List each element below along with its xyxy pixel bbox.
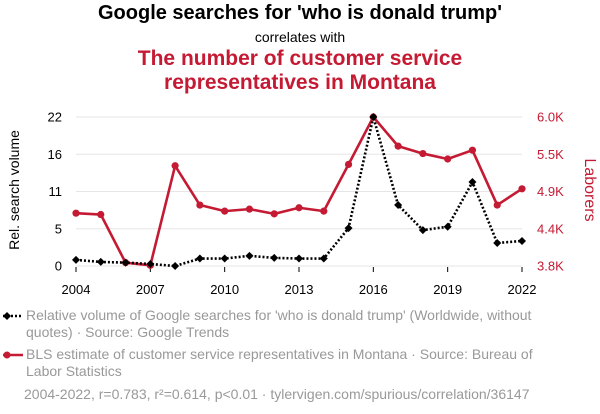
y-tick-label-left: 11 <box>49 184 63 199</box>
legend-marker-search <box>3 312 23 320</box>
y-tick-label-right: 5.5K <box>537 147 564 162</box>
chart-subtitle: correlates with <box>254 29 346 45</box>
x-tick-label: 2013 <box>285 282 314 297</box>
search-point <box>518 236 526 245</box>
legend-label-search: Relative volume of Google searches for '… <box>26 307 532 340</box>
right-axis: 3.8K 4.4K 4.9K 5.5K 6.0K <box>537 110 564 274</box>
chart-title-secondary: The number of customer service represent… <box>0 47 600 95</box>
y-tick-label-right: 3.8K <box>537 259 564 274</box>
chart-title-secondary-line1: The number of customer service <box>137 47 463 70</box>
search-point <box>394 201 403 210</box>
search-point <box>319 254 328 263</box>
y-tick-label-right: 6.0K <box>537 110 564 125</box>
x-tick-label: 2004 <box>62 282 91 297</box>
search-point <box>369 113 378 121</box>
labor-point <box>97 210 105 219</box>
x-tick-label: 2022 <box>508 282 537 297</box>
labor-point <box>493 201 501 209</box>
x-tick-label: 2010 <box>210 282 239 297</box>
labor-point <box>444 155 452 163</box>
legend-marker-labor <box>3 351 23 359</box>
search-point <box>418 226 427 235</box>
y-tick-label-right: 4.9K <box>537 184 564 199</box>
labor-point <box>245 205 254 213</box>
y-tick-label-left: 0 <box>55 259 62 274</box>
labor-point <box>72 209 80 217</box>
search-point <box>245 251 254 260</box>
search-point <box>195 254 204 263</box>
y-axis-label-left: Rel. search volume <box>6 130 22 250</box>
x-tick-label: 2019 <box>433 282 462 297</box>
labor-point <box>468 146 477 154</box>
x-tick-label: 2007 <box>136 282 165 297</box>
labor-point <box>394 142 402 150</box>
x-tick-label: 2016 <box>359 282 388 297</box>
search-point <box>96 257 105 266</box>
labor-point <box>221 207 229 215</box>
search-point <box>220 254 229 263</box>
footer-stats: 2004-2022, r=0.783, r²=0.614, p<0.01 · t… <box>24 386 530 402</box>
y-tick-label-right: 4.4K <box>537 221 564 236</box>
grid-lines <box>76 116 522 267</box>
search-point <box>443 222 452 231</box>
labor-point <box>320 207 328 215</box>
y-tick-label-left: 22 <box>48 110 62 125</box>
x-axis: 2004 2007 2010 2013 2016 2019 2022 <box>62 267 537 297</box>
labor-point <box>518 185 526 193</box>
search-point <box>146 259 155 268</box>
y-tick-label-left: 5 <box>55 221 62 236</box>
search-point <box>468 178 477 187</box>
legend-label-labor: BLS estimate of customer service represe… <box>26 346 533 379</box>
search-point <box>295 254 303 263</box>
y-tick-label-left: 16 <box>48 147 62 162</box>
search-point <box>344 224 353 233</box>
chart-title: Google searches for 'who is donald trump… <box>97 2 502 24</box>
search-point <box>171 262 180 270</box>
labor-point <box>270 210 278 218</box>
labor-point <box>295 204 303 212</box>
labor-point <box>419 149 427 158</box>
series-search-line <box>72 113 526 270</box>
search-point <box>72 255 80 264</box>
labor-point <box>344 160 353 169</box>
labor-point <box>196 201 204 209</box>
chart-title-secondary-line2: representatives in Montana <box>164 71 436 94</box>
left-axis: 0 5 11 16 22 <box>48 110 62 274</box>
labor-point <box>171 162 179 170</box>
search-point <box>493 238 502 247</box>
search-point <box>270 253 279 262</box>
y-axis-label-right: Laborers <box>581 158 598 221</box>
search-point <box>121 258 130 267</box>
